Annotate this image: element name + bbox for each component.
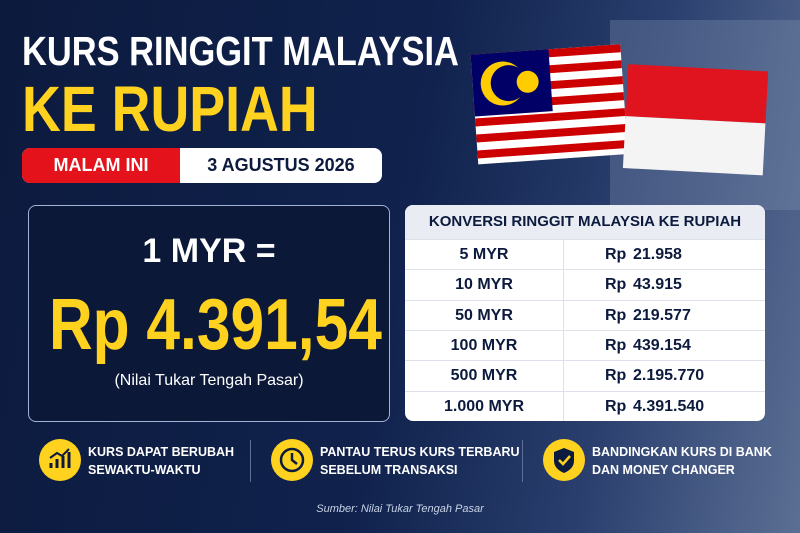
amount: 100 MYR: [450, 336, 518, 354]
table-row: 50 MYR Rp 219.577: [405, 299, 765, 331]
feature-divider: [250, 440, 251, 482]
feature-text: SEWAKTU-WAKTU: [88, 463, 201, 477]
currency: Rp: [605, 367, 627, 385]
amount: 10 MYR: [455, 276, 513, 294]
divider: [563, 240, 564, 271]
currency: Rp: [605, 397, 627, 415]
badge: MALAM INI: [22, 148, 180, 183]
divider: [563, 330, 564, 362]
amount: 500 MYR: [450, 367, 518, 385]
converted-value: 439.154: [633, 336, 691, 354]
feature-text: SEBELUM TRANSAKSI: [320, 463, 458, 477]
divider: [563, 391, 564, 421]
amount: 1.000 MYR: [443, 397, 525, 415]
converted-value: 21.958: [633, 246, 682, 263]
rate-value: Rp 4.391,54: [49, 285, 382, 365]
amount: 50 MYR: [455, 306, 513, 324]
date-badge: MALAM INI 3 AGUSTUS 2026: [22, 148, 382, 183]
title-line1: KURS RINGGIT MALAYSIA: [22, 28, 459, 74]
divider: [563, 361, 564, 392]
currency: Rp: [605, 246, 627, 263]
table-row: 500 MYR Rp 2.195.770: [405, 360, 765, 392]
amount: 5 MYR: [459, 246, 509, 263]
converted-value: 4.391.540: [633, 397, 705, 415]
date: 3 AGUSTUS 2026: [207, 155, 355, 175]
currency: Rp: [605, 306, 627, 324]
feature-icon: [39, 439, 81, 481]
converted-value: 43.915: [633, 276, 682, 294]
rate-box: 1 MYR = Rp 4.391,54 (Nilai Tukar Tengah …: [28, 205, 390, 422]
rate-base: 1 MYR =: [142, 232, 276, 270]
divider: [563, 300, 564, 331]
currency: Rp: [605, 336, 627, 354]
table-row: 10 MYR Rp 43.915: [405, 269, 765, 301]
conversion-table: KONVERSI RINGGIT MALAYSIA KE RUPIAH 5 MY…: [405, 205, 765, 421]
feature-icon: [271, 439, 313, 481]
feature-divider: [522, 440, 523, 482]
table-row: 5 MYR Rp 21.958: [405, 239, 765, 271]
source: Sumber: Nilai Tukar Tengah Pasar: [316, 503, 484, 515]
table-title: KONVERSI RINGGIT MALAYSIA KE RUPIAH: [405, 205, 765, 239]
currency: Rp: [605, 276, 627, 294]
feature-icon: [543, 439, 585, 481]
converted-value: 2.195.770: [633, 367, 705, 385]
flags: [470, 20, 800, 210]
feature-text: KURS DAPAT BERUBAH: [88, 445, 235, 459]
feature-text: BANDINGKAN KURS DI BANK: [592, 445, 772, 459]
feature-text: DAN MONEY CHANGER: [592, 463, 735, 477]
feature-text: PANTAU TERUS KURS TERBARU: [320, 445, 520, 459]
rate-note: (Nilai Tukar Tengah Pasar): [114, 372, 304, 389]
table-row: 1.000 MYR Rp 4.391.540: [405, 390, 765, 421]
table-row: 100 MYR Rp 439.154: [405, 329, 765, 362]
divider: [563, 270, 564, 301]
converted-value: 219.577: [633, 306, 691, 324]
title-line2: KE RUPIAH: [22, 73, 318, 145]
